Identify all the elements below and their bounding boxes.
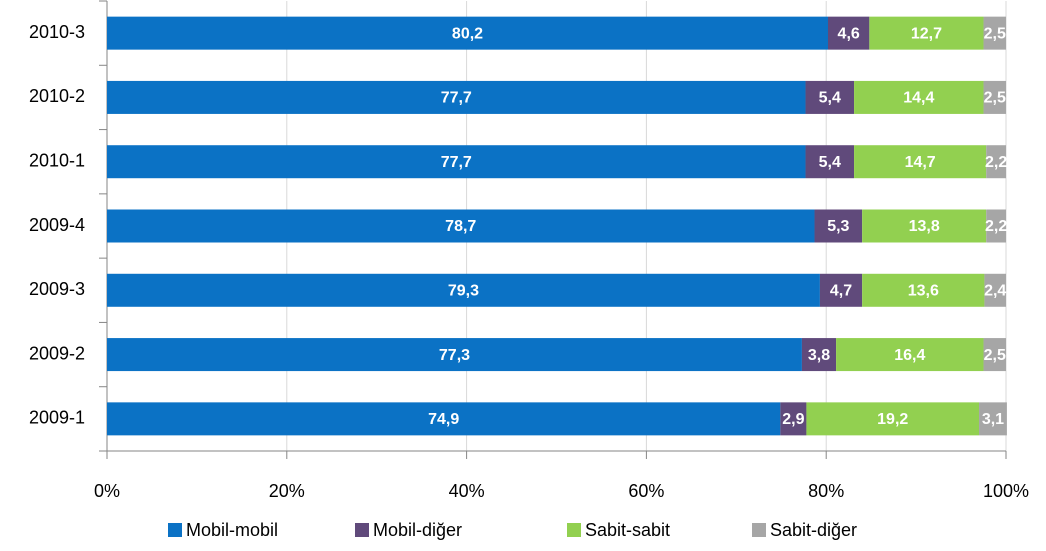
data-label: 5,4 — [819, 154, 841, 171]
x-tick-label: 0% — [94, 481, 120, 501]
x-tick-label: 60% — [628, 481, 664, 501]
data-label: 77,3 — [439, 347, 470, 364]
data-label: 14,4 — [903, 90, 934, 107]
bar-segment — [827, 16, 870, 50]
y-tick-label: 2009-1 — [29, 408, 85, 428]
x-tick-label: 100% — [983, 481, 1029, 501]
y-tick-label: 2009-3 — [29, 279, 85, 299]
bar-segment — [986, 145, 1006, 179]
data-label: 3,8 — [808, 347, 830, 364]
bar-segment — [862, 209, 987, 243]
data-label: 74,9 — [428, 411, 459, 428]
data-label: 2,5 — [984, 25, 1006, 42]
bar-segment — [107, 273, 820, 307]
x-tick-label: 40% — [449, 481, 485, 501]
legend-label: Mobil-diğer — [373, 520, 462, 540]
legend-swatch — [168, 523, 182, 537]
x-tick-label: 80% — [808, 481, 844, 501]
legend-swatch — [752, 523, 766, 537]
data-label: 3,1 — [982, 411, 1004, 428]
data-label: 4,6 — [838, 25, 860, 42]
bar-segment — [979, 402, 1007, 436]
bar-segment — [801, 338, 837, 372]
data-label: 2,5 — [984, 347, 1006, 364]
data-label: 13,6 — [908, 283, 939, 300]
data-label: 5,3 — [827, 218, 849, 235]
bar-segment — [805, 145, 855, 179]
bar-segment — [869, 16, 984, 50]
data-label: 14,7 — [905, 154, 936, 171]
bar-segment — [819, 273, 863, 307]
y-tick-label: 2009-4 — [29, 215, 85, 235]
y-tick-label: 2010-1 — [29, 150, 85, 170]
bar-segment — [986, 209, 1006, 243]
x-tick-label: 20% — [269, 481, 305, 501]
data-label: 13,8 — [909, 218, 940, 235]
legend-label: Mobil-mobil — [186, 520, 278, 540]
bar-segment — [780, 402, 807, 436]
bar-segment — [984, 273, 1006, 307]
y-tick-label: 2010-2 — [29, 86, 85, 106]
bar-segment — [836, 338, 984, 372]
bar-segment — [983, 338, 1006, 372]
data-label: 79,3 — [448, 283, 479, 300]
legend-label: Sabit-sabit — [585, 520, 670, 540]
bar-segment — [983, 16, 1006, 50]
bar-segment — [854, 80, 984, 114]
data-label: 2,5 — [984, 90, 1006, 107]
bar-segment — [805, 80, 855, 114]
data-label: 80,2 — [452, 25, 483, 42]
data-label: 16,4 — [894, 347, 925, 364]
bar-segment — [107, 80, 806, 114]
y-tick-label: 2009-2 — [29, 343, 85, 363]
bar-segment — [107, 338, 802, 372]
y-tick-label: 2010-3 — [29, 22, 85, 42]
data-label: 5,4 — [819, 90, 841, 107]
data-label: 77,7 — [441, 90, 472, 107]
bar-segment — [107, 16, 828, 50]
bar-segment — [983, 80, 1006, 114]
legend-label: Sabit-diğer — [770, 520, 857, 540]
data-label: 77,7 — [441, 154, 472, 171]
data-label: 19,2 — [877, 411, 908, 428]
data-label: 2,2 — [985, 154, 1007, 171]
data-label: 4,7 — [830, 283, 852, 300]
bar-segment — [854, 145, 987, 179]
data-label: 2,2 — [985, 218, 1007, 235]
data-label: 2,9 — [782, 411, 804, 428]
bar-segment — [862, 273, 985, 307]
bar-segment — [806, 402, 980, 436]
legend-swatch — [567, 523, 581, 537]
data-label: 12,7 — [911, 25, 942, 42]
bar-segment — [814, 209, 863, 243]
legend-swatch — [355, 523, 369, 537]
data-label: 78,7 — [445, 218, 476, 235]
bar-segment — [107, 145, 806, 179]
bar-segment — [107, 402, 781, 436]
data-label: 2,4 — [984, 283, 1006, 300]
bar-segment — [107, 209, 815, 243]
